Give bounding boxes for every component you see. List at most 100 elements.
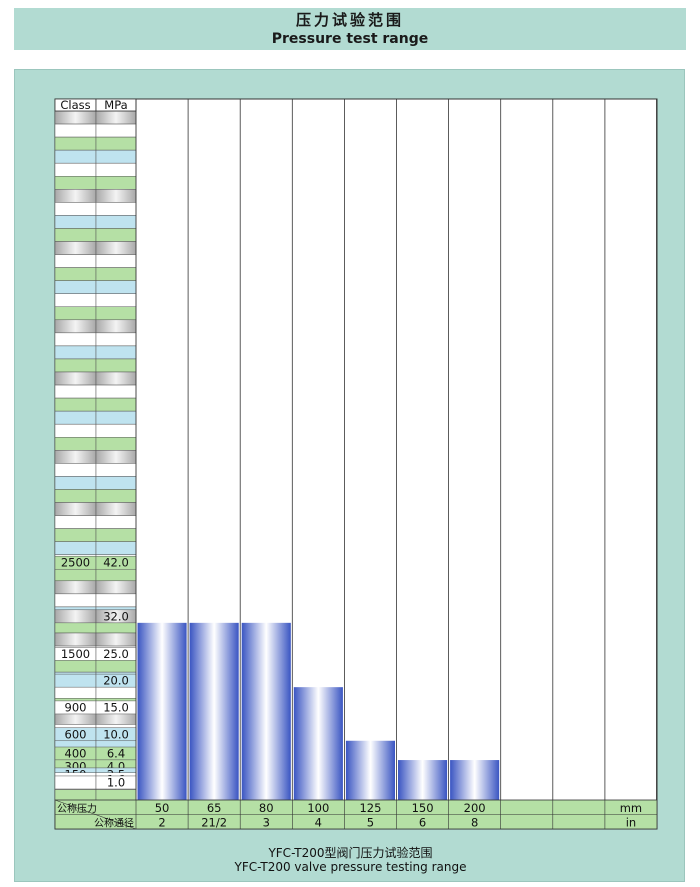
scale-band <box>54 541 97 555</box>
x-tick-mm-label: 65 <box>207 801 222 815</box>
scale-band <box>54 110 97 125</box>
x-tick-in-label: 5 <box>367 816 374 830</box>
scale-band <box>95 437 137 451</box>
bar-100mm <box>293 687 343 800</box>
scale-band <box>95 632 137 647</box>
scale-tick-row <box>54 609 97 624</box>
scale-band <box>95 450 137 464</box>
scale-band <box>54 280 97 294</box>
scale-band <box>95 176 137 190</box>
scale-band <box>54 189 97 203</box>
scale-band <box>95 123 137 138</box>
scale-band <box>95 215 137 229</box>
scale-band <box>95 515 137 529</box>
scale-band <box>95 306 137 321</box>
page-header: 压力试验范围 Pressure test range <box>14 8 686 50</box>
scale-band <box>95 345 137 360</box>
scale-band <box>54 515 97 529</box>
y-tick-class-label: 2500 <box>61 556 90 570</box>
bar-150mm <box>398 760 448 800</box>
scale-band <box>54 345 97 360</box>
x-tick-mm-label: 50 <box>155 801 170 815</box>
scale-band <box>95 280 137 294</box>
y-tick-class-label: 900 <box>65 700 87 714</box>
y-tick-mpa-label: 6.4 <box>107 747 125 761</box>
y-tick-mpa-label: 15.0 <box>103 700 129 714</box>
scale-band <box>54 502 97 516</box>
scale-band <box>54 632 97 647</box>
scale-band <box>54 215 97 229</box>
scale-band <box>54 437 97 451</box>
scale-band <box>95 332 137 347</box>
category-header-diagonal <box>54 799 137 830</box>
scale-band <box>54 476 97 490</box>
scale-band <box>54 149 97 164</box>
x-tick-mm-label: 200 <box>464 801 486 815</box>
scale-band <box>54 658 97 673</box>
unit-mm-label: mm <box>620 801 642 815</box>
scale-band <box>95 319 137 334</box>
scale-band <box>54 463 97 477</box>
scale-band <box>95 189 137 203</box>
bar-200mm <box>450 760 500 800</box>
scale-band <box>54 580 97 595</box>
scale-band <box>54 123 97 138</box>
scale-tick-row <box>54 775 97 790</box>
scale-band <box>54 306 97 321</box>
scale-band <box>95 202 137 216</box>
scale-band <box>95 358 137 373</box>
scale-band <box>95 489 137 503</box>
scale-band <box>95 384 137 399</box>
x-tick-in-label: 2 <box>158 816 165 830</box>
scale-band <box>95 541 137 555</box>
scale-band <box>95 136 137 151</box>
bar-65mm <box>189 622 239 800</box>
scale-band <box>54 358 97 373</box>
scale-band <box>54 162 97 177</box>
x-tick-mm-label: 100 <box>307 801 329 815</box>
scale-band <box>95 397 137 412</box>
scale-band <box>95 658 137 673</box>
y-tick-class-label: 400 <box>65 747 87 761</box>
scale-band <box>54 241 97 255</box>
x-tick-mm-label: 150 <box>412 801 434 815</box>
scale-band <box>95 476 137 490</box>
pressure-range-chart: 2500 42.0 32.0 1500 25.0 20.0 900 15.0 600 10.0 40… <box>54 98 658 830</box>
scale-band <box>54 371 97 386</box>
y-tick-mpa-label: 1.0 <box>107 776 125 790</box>
bar-50mm <box>137 622 187 800</box>
y-tick-mpa-label: 20.0 <box>103 674 129 688</box>
bar-80mm <box>241 622 291 800</box>
y-axis-class-title: Class <box>60 98 90 112</box>
x-tick-in-label: 3 <box>263 816 270 830</box>
scale-band <box>54 528 97 542</box>
scale-band <box>54 397 97 412</box>
scale-band <box>95 162 137 177</box>
scale-band <box>54 267 97 281</box>
scale-band <box>54 319 97 334</box>
y-tick-mpa-label: 32.0 <box>103 609 129 623</box>
scale-band <box>95 580 137 595</box>
caption-english: YFC-T200 valve pressure testing range <box>234 860 467 874</box>
scale-band <box>54 384 97 399</box>
scale-band <box>54 293 97 307</box>
scale-band <box>54 176 97 190</box>
scale-band <box>95 502 137 516</box>
scale-band <box>95 371 137 386</box>
scale-band <box>95 254 137 268</box>
nominal-pressure-label: 公称压力 <box>57 802 97 815</box>
title-chinese: 压力试验范围 <box>295 11 404 29</box>
y-tick-mpa-label: 42.0 <box>103 556 129 570</box>
scale-band <box>54 450 97 464</box>
chart-frame: 2500 42.0 32.0 1500 25.0 20.0 900 15.0 600 10.0 40… <box>14 69 685 882</box>
scale-band <box>95 241 137 255</box>
title-english: Pressure test range <box>271 31 429 47</box>
x-tick-in-label: 8 <box>471 816 478 830</box>
scale-band <box>95 293 137 307</box>
scale-band <box>54 228 97 242</box>
scale-band <box>54 423 97 438</box>
scale-band <box>54 593 97 608</box>
scale-band <box>95 410 137 425</box>
y-tick-mpa-label: 25.0 <box>103 647 129 661</box>
x-tick-in-label: 4 <box>315 816 322 830</box>
